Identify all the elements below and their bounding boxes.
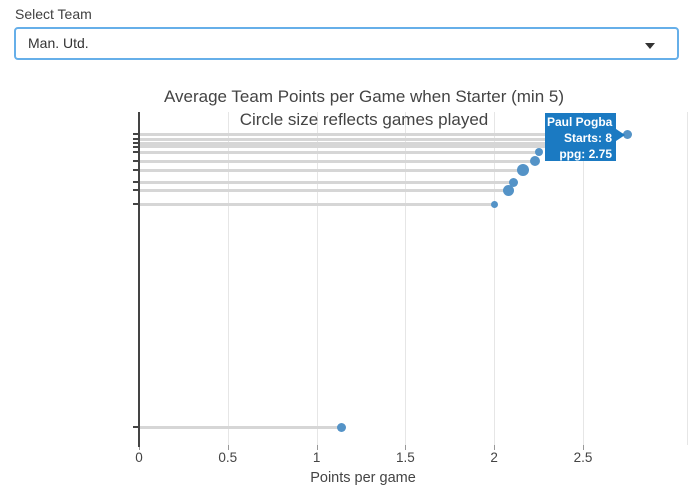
y-axis-tick bbox=[133, 160, 138, 162]
tooltip-ppg: ppg: 2.75 bbox=[559, 147, 612, 161]
y-axis-tick bbox=[133, 189, 138, 191]
x-axis-tick bbox=[227, 445, 229, 450]
plot-area: 0 0.5 1 1.5 2 2.5 Points per game Paul Pogba … bbox=[133, 112, 688, 486]
x-tick-label: 0 bbox=[135, 450, 143, 465]
lollipop-stem bbox=[139, 132, 628, 136]
y-axis-tick bbox=[133, 203, 138, 205]
lollipop-stem bbox=[139, 145, 583, 148]
chart-title-block: Average Team Points per Game when Starte… bbox=[39, 85, 689, 131]
chart-subtitle: Circle size reflects games played bbox=[239, 110, 489, 129]
x-axis-tick bbox=[583, 445, 584, 450]
tooltip-arrow-icon bbox=[616, 129, 625, 141]
lollipop-stem bbox=[139, 159, 536, 163]
data-point[interactable] bbox=[534, 148, 543, 156]
gridline bbox=[494, 112, 496, 445]
team-select-value: Man. Utd. bbox=[28, 35, 89, 51]
select-team-label: Select Team bbox=[15, 6, 92, 22]
gridline bbox=[316, 112, 318, 445]
y-axis-tick bbox=[133, 426, 138, 428]
lollipop-stem bbox=[139, 168, 523, 172]
x-axis-tick bbox=[316, 445, 318, 450]
plot-right-border bbox=[687, 112, 688, 445]
x-axis-tick bbox=[139, 445, 140, 450]
gridline bbox=[405, 112, 407, 445]
chevron-down-icon[interactable] bbox=[645, 43, 655, 49]
tooltip-player-name: Paul Pogba bbox=[547, 115, 613, 129]
lollipop-stem bbox=[139, 188, 509, 192]
y-axis-tick bbox=[133, 181, 138, 183]
lollipop-stem bbox=[139, 141, 592, 145]
data-point[interactable] bbox=[336, 422, 346, 432]
y-axis-tick bbox=[133, 138, 138, 140]
data-point[interactable] bbox=[622, 129, 632, 139]
x-tick-label: 2 bbox=[490, 450, 498, 465]
data-point[interactable] bbox=[490, 200, 498, 208]
lollipop-stem bbox=[139, 425, 342, 429]
gridline bbox=[227, 112, 229, 445]
data-point[interactable] bbox=[530, 156, 541, 166]
x-axis-title: Points per game bbox=[310, 470, 416, 486]
y-axis-tick bbox=[133, 151, 138, 153]
x-axis-tick bbox=[494, 445, 496, 450]
team-select[interactable]: Man. Utd. bbox=[14, 27, 679, 60]
x-tick-label: 1.5 bbox=[396, 450, 415, 465]
y-axis-tick bbox=[133, 142, 138, 144]
lollipop-stem bbox=[139, 150, 539, 154]
lollipop-stem bbox=[139, 137, 601, 141]
lollipop-stem bbox=[139, 180, 514, 184]
chart-title: Average Team Points per Game when Starte… bbox=[164, 87, 564, 106]
x-tick-label: 2.5 bbox=[573, 450, 593, 465]
y-axis-tick bbox=[133, 133, 138, 135]
data-point[interactable] bbox=[509, 177, 519, 187]
y-axis-tick bbox=[133, 145, 138, 148]
tooltip-starts: Starts: 8 bbox=[563, 131, 612, 145]
data-point[interactable] bbox=[502, 184, 514, 196]
hover-tooltip: Paul Pogba Starts: 8 ppg: 2.75 bbox=[545, 113, 625, 161]
x-tick-label: 0.5 bbox=[218, 450, 238, 465]
x-tick-label: 1 bbox=[312, 450, 321, 465]
y-axis-tick bbox=[133, 169, 138, 171]
gridline bbox=[583, 112, 584, 445]
y-axis-line bbox=[138, 112, 140, 447]
data-point[interactable] bbox=[516, 164, 529, 176]
x-axis-tick bbox=[405, 445, 407, 450]
lollipop-stem bbox=[139, 202, 495, 206]
